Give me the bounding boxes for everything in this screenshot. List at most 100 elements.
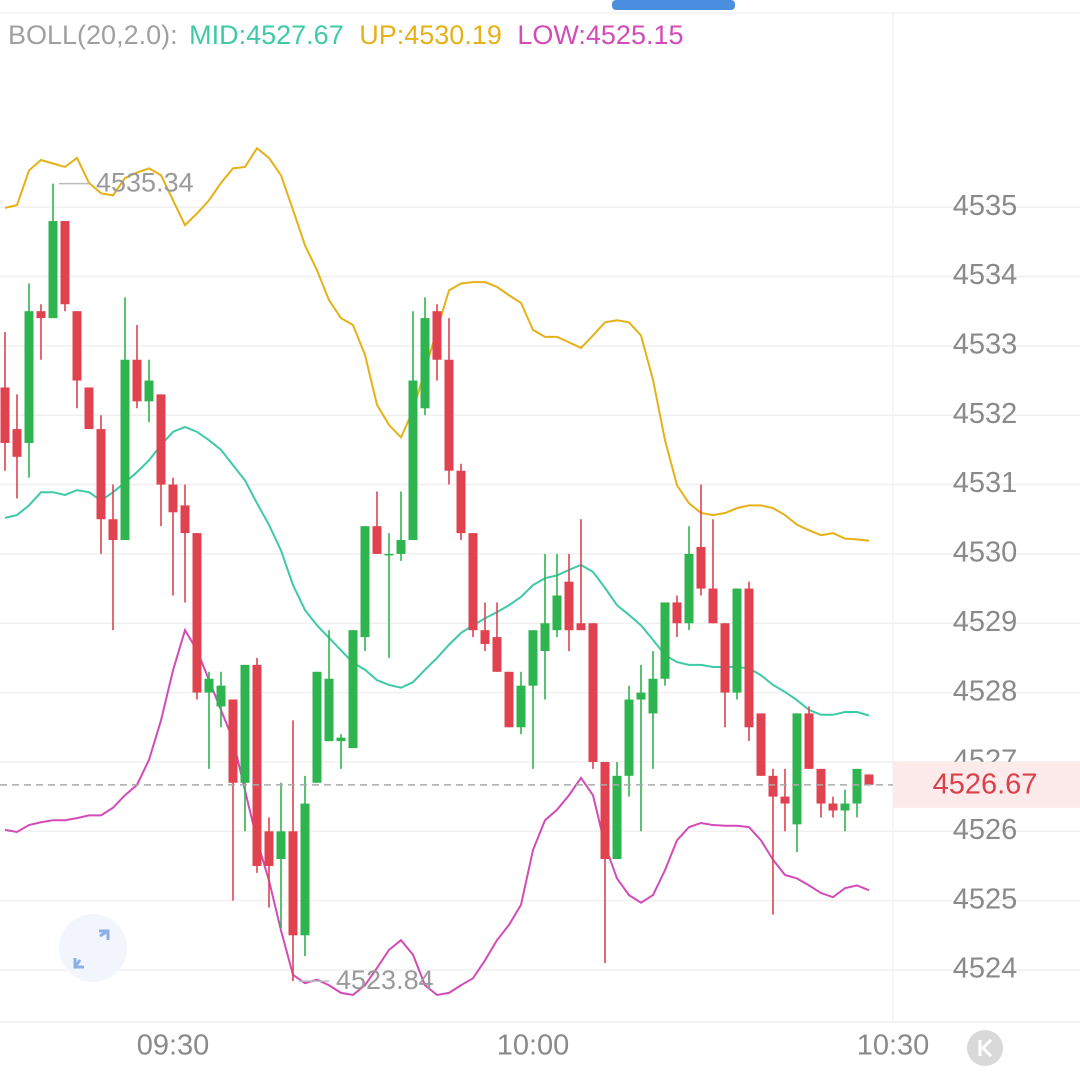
- candle-body: [372, 526, 382, 554]
- candle-body: [528, 630, 538, 686]
- candle-body: [768, 775, 778, 797]
- candle-body: [636, 692, 646, 700]
- legend-name: MID:: [189, 20, 246, 50]
- candle-body: [192, 533, 202, 693]
- candle-body: [240, 664, 250, 783]
- y-tick-label: 4533: [953, 329, 1018, 361]
- last-price-label: 4526.67: [933, 768, 1038, 800]
- candle-body: [780, 796, 790, 804]
- candle-body: [252, 664, 262, 866]
- candle-body: [444, 359, 454, 471]
- candle-body: [144, 380, 154, 402]
- candle-body: [576, 623, 586, 631]
- legend: BOLL(20,2.0): MID:4527.67 UP:4530.19 LOW…: [8, 20, 684, 50]
- candle-body: [684, 553, 694, 624]
- candle-body: [348, 630, 358, 749]
- candle-body: [792, 713, 802, 825]
- candle-body: [456, 470, 466, 534]
- candle-body: [828, 803, 838, 811]
- candle-body: [132, 359, 142, 402]
- candle-body: [492, 637, 502, 672]
- candle-body: [180, 505, 190, 534]
- grid: 4524452545264527452845294530453145324533…: [0, 190, 1080, 1062]
- min-label: 4523.84: [336, 965, 434, 995]
- candle-body: [300, 803, 310, 936]
- y-tick-label: 4526: [953, 814, 1018, 846]
- candle-body: [420, 318, 430, 409]
- candle-body: [0, 387, 10, 443]
- candle-body: [468, 533, 478, 631]
- legend-name: LOW:: [517, 20, 586, 50]
- y-tick-label: 4534: [953, 259, 1018, 291]
- candle-body: [432, 311, 442, 360]
- expand-button-bg: [59, 914, 127, 982]
- k-icon: [978, 1038, 993, 1058]
- legend-value: 4530.19: [404, 20, 502, 50]
- candle-body: [204, 678, 214, 693]
- max-label: 4535.34: [96, 168, 194, 198]
- candle-body: [660, 602, 670, 679]
- x-tick-label: 10:30: [857, 1030, 930, 1062]
- top-tab[interactable]: [612, 0, 735, 10]
- candle-body: [564, 581, 574, 631]
- candle-body: [360, 526, 370, 638]
- candle-body: [168, 484, 178, 513]
- candle-body: [96, 429, 106, 520]
- candle-body: [24, 311, 34, 443]
- y-tick-label: 4531: [953, 467, 1018, 499]
- legend-name: UP:: [359, 20, 404, 50]
- candle-body: [552, 595, 562, 631]
- y-tick-label: 4528: [953, 675, 1018, 707]
- candle-body: [312, 671, 322, 783]
- candle-body: [852, 768, 862, 804]
- candle-body: [264, 831, 274, 866]
- candle-body: [396, 540, 406, 554]
- y-tick-label: 4525: [953, 883, 1018, 915]
- candle-body: [480, 630, 490, 645]
- x-tick-label: 09:30: [137, 1030, 210, 1062]
- candle-body: [156, 394, 166, 485]
- candle-body: [720, 623, 730, 693]
- y-tick-label: 4524: [953, 953, 1018, 985]
- candle-body: [384, 553, 394, 556]
- candle-body: [744, 588, 754, 728]
- candle-body: [708, 588, 718, 624]
- candle-body: [72, 311, 82, 381]
- candle-body: [108, 519, 118, 541]
- candle-body: [624, 699, 634, 776]
- candle-body: [276, 831, 286, 860]
- boll-line: [4, 627, 870, 997]
- candle-body: [324, 678, 334, 742]
- candle-body: [504, 671, 514, 728]
- candle-body: [12, 429, 22, 457]
- candle-body: [600, 761, 610, 860]
- last-price-box: [893, 761, 1080, 808]
- candle-body: [228, 699, 238, 783]
- candle-body: [756, 713, 766, 776]
- y-tick-label: 4532: [953, 398, 1018, 430]
- candle-body: [816, 768, 826, 804]
- y-tick-label: 4535: [953, 190, 1018, 222]
- candle-body: [60, 221, 70, 305]
- overlay: 4526.67 4535.34 4523.84: [0, 168, 1080, 995]
- candle-body: [696, 546, 706, 589]
- candle-body: [840, 803, 850, 811]
- expand-button[interactable]: [59, 914, 127, 982]
- candle-body: [288, 831, 298, 936]
- candle-body: [48, 221, 58, 319]
- candle-body: [732, 588, 742, 693]
- candle-body: [540, 623, 550, 651]
- candle-body: [216, 685, 226, 707]
- candle-body: [516, 685, 526, 728]
- candle-body: [672, 602, 682, 624]
- k-button[interactable]: [967, 1030, 1003, 1066]
- candle-body: [36, 311, 46, 319]
- candle-body: [804, 713, 814, 769]
- candle-body: [588, 623, 598, 762]
- x-tick-label: 10:00: [497, 1030, 570, 1062]
- candle-body: [120, 359, 130, 541]
- legend-value: 4525.15: [586, 20, 684, 50]
- indicator-name: BOLL(20,2.0):: [8, 20, 178, 50]
